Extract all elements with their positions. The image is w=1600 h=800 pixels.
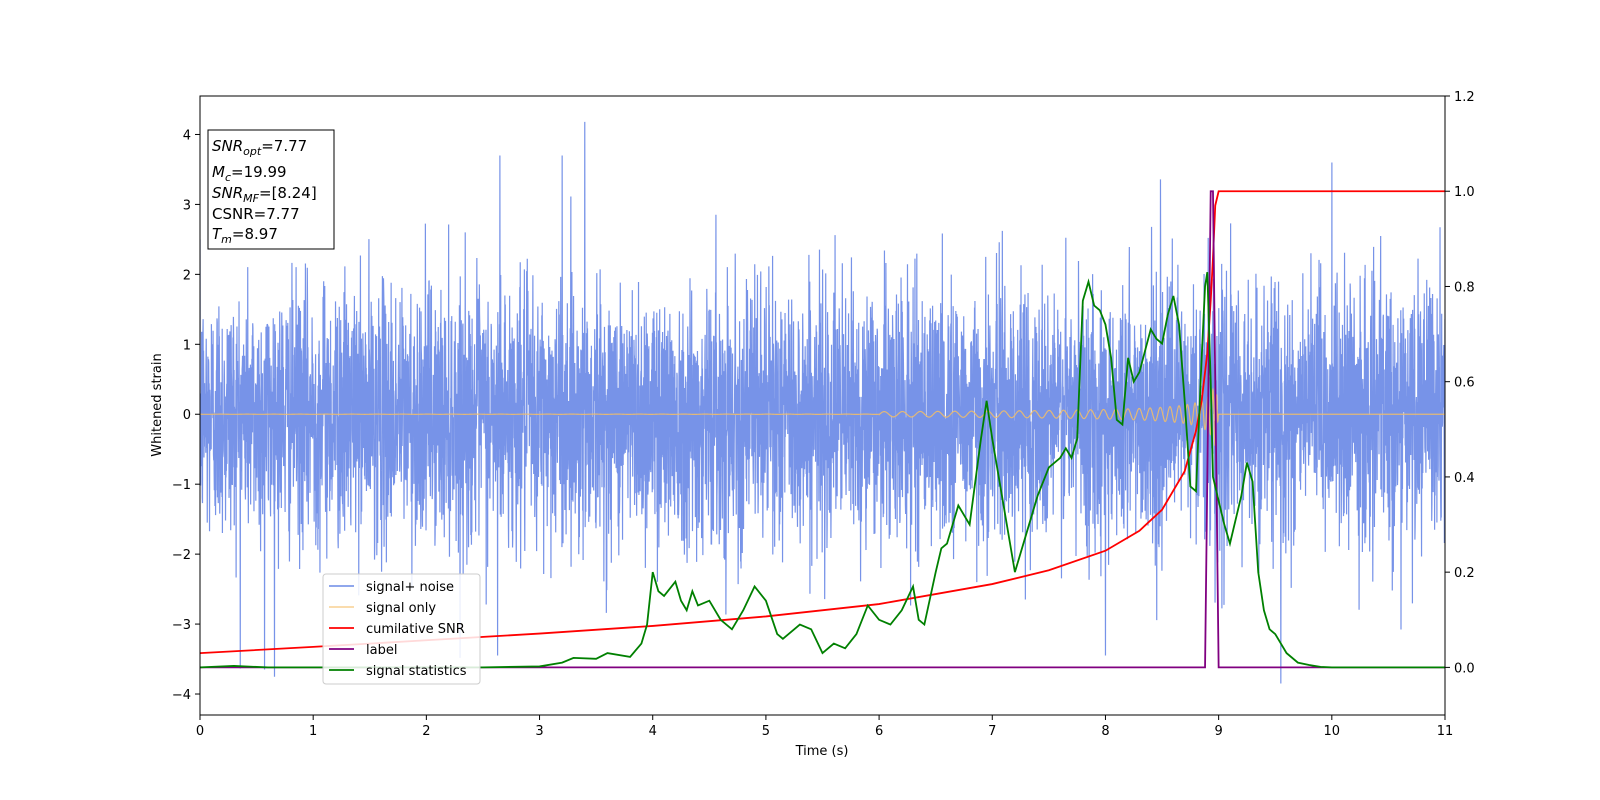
x-axis-label: Time (s) bbox=[795, 744, 849, 759]
y2-tick-label: 0.6 bbox=[1454, 376, 1475, 391]
x-tick-label: 3 bbox=[535, 724, 543, 739]
y-tick-label: −4 bbox=[172, 688, 191, 703]
legend-label: cumilative SNR bbox=[366, 622, 465, 637]
legend-frame bbox=[322, 573, 481, 685]
series-label bbox=[200, 190, 1445, 669]
annotation-line: Mc=19.99 bbox=[212, 163, 287, 184]
y-tick-label: −3 bbox=[172, 618, 191, 633]
annotation-box: SNRopt=7.77 Mc=19.99SNRMF=[8.24]CSNR=7.77… bbox=[207, 129, 335, 250]
y-tick-label: 3 bbox=[183, 198, 191, 213]
y2-tick-label: 0.8 bbox=[1454, 280, 1475, 295]
x-tick-label: 2 bbox=[422, 724, 430, 739]
y2-tick-label: 1.0 bbox=[1454, 185, 1475, 200]
legend: signal+ noise signal only cumilative SNR la… bbox=[322, 573, 481, 685]
x-tick-label: 11 bbox=[1437, 724, 1454, 739]
y-tick-label: −1 bbox=[172, 478, 191, 493]
series-signal-statistics bbox=[200, 272, 1445, 669]
annotation-line: SNRMF=[8.24] bbox=[212, 184, 317, 205]
y-axis-label: Whitened strain bbox=[150, 353, 165, 456]
x-tick-label: 4 bbox=[649, 724, 657, 739]
annotation-box-frame bbox=[207, 129, 335, 250]
y-tick-label: 1 bbox=[183, 338, 191, 353]
x-axis-ticks: 0 1 2 3 4 5 6 7 8 9 10 11 bbox=[196, 715, 1453, 739]
y-axis-ticks: −4 −3 −2 −1 0 1 2 3 4 bbox=[172, 128, 200, 703]
legend-label: signal statistics bbox=[366, 664, 467, 679]
x-tick-label: 5 bbox=[762, 724, 770, 739]
y2-axis-ticks: 0.0 0.2 0.4 0.6 0.8 1.0 1.2 bbox=[1445, 90, 1475, 676]
y-tick-label: 4 bbox=[183, 128, 191, 143]
x-tick-label: 6 bbox=[875, 724, 883, 739]
annotation-line: CSNR=7.77 bbox=[212, 205, 300, 223]
annotation-line: Tm=8.97 bbox=[212, 225, 278, 246]
legend-label: signal only bbox=[366, 601, 436, 616]
y2-tick-label: 0.4 bbox=[1454, 471, 1475, 486]
annotation-line: SNRopt=7.77 bbox=[212, 137, 307, 158]
plot-area bbox=[200, 121, 1445, 684]
series-cumulative-snr bbox=[200, 190, 1445, 654]
x-tick-label: 9 bbox=[1214, 724, 1222, 739]
y2-tick-label: 1.2 bbox=[1454, 90, 1475, 105]
series-layer bbox=[200, 121, 1445, 684]
series-signal-only bbox=[200, 387, 1445, 446]
y-tick-label: −2 bbox=[172, 548, 191, 563]
y-tick-label: 2 bbox=[183, 268, 191, 283]
axes-frame bbox=[199, 95, 1446, 716]
x-tick-label: 10 bbox=[1324, 724, 1341, 739]
x-tick-label: 8 bbox=[1101, 724, 1109, 739]
x-tick-label: 1 bbox=[309, 724, 317, 739]
y2-tick-label: 0.0 bbox=[1454, 661, 1475, 676]
series-signal-noise bbox=[200, 121, 1445, 684]
y-tick-label: 0 bbox=[183, 408, 191, 423]
x-tick-label: 7 bbox=[988, 724, 996, 739]
legend-label: label bbox=[366, 643, 397, 658]
legend-label: signal+ noise bbox=[366, 580, 454, 595]
y2-tick-label: 0.2 bbox=[1454, 566, 1475, 581]
x-tick-label: 0 bbox=[196, 724, 204, 739]
